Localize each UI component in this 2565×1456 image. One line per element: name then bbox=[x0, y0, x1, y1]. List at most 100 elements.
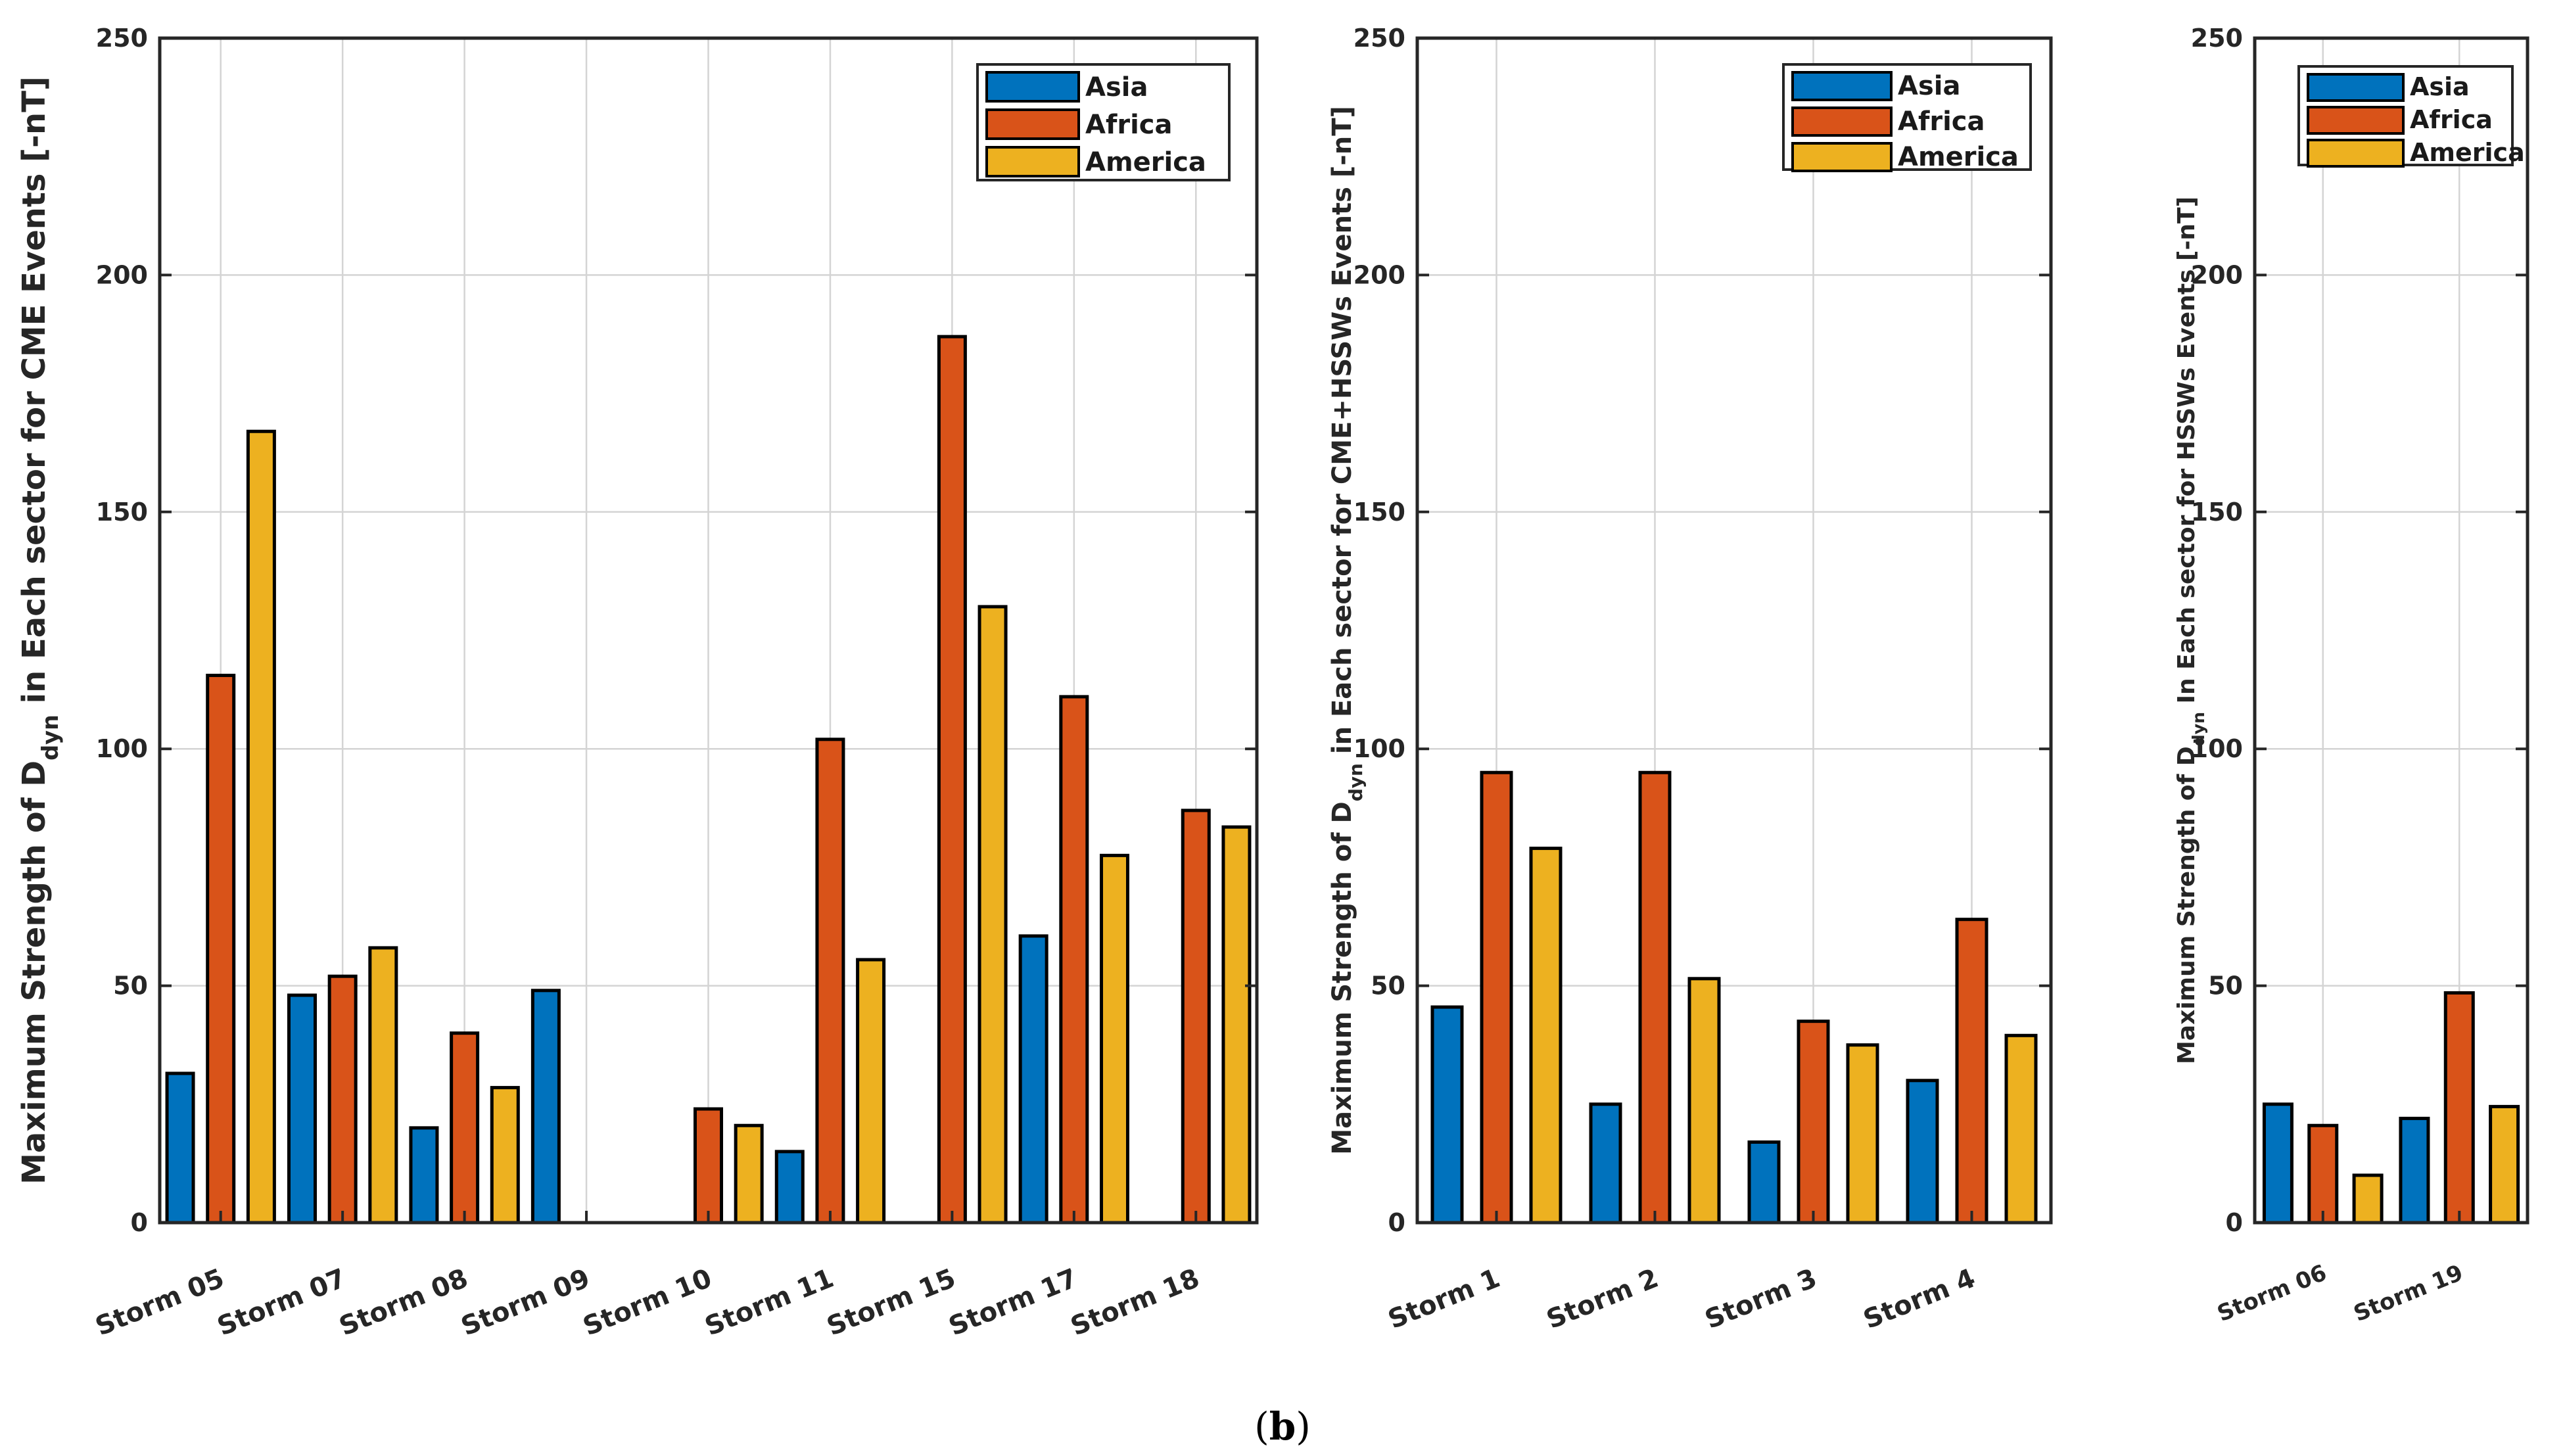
legend-swatch-america bbox=[2307, 139, 2405, 168]
bar-africa-storm-2 bbox=[1638, 770, 1672, 1225]
axes-box bbox=[2253, 36, 2530, 1225]
y-tick-label: 150 bbox=[1353, 498, 1405, 527]
y-tick-label: 0 bbox=[2226, 1208, 2243, 1237]
bar-america-storm-1 bbox=[1529, 847, 1563, 1225]
legend-label-america: America bbox=[2410, 138, 2525, 167]
figure-caption: (b) bbox=[1254, 1404, 1311, 1449]
bar-asia-storm-09 bbox=[530, 989, 561, 1225]
x-tick-label-storm-2: Storm 2 bbox=[1542, 1263, 1662, 1336]
x-tick-label-storm-15: Storm 15 bbox=[823, 1263, 960, 1342]
bar-africa-storm-3 bbox=[1797, 1020, 1830, 1225]
x-tick-label-storm-09: Storm 09 bbox=[457, 1263, 594, 1342]
x-tick-label-storm-07: Storm 07 bbox=[213, 1263, 350, 1342]
x-tick-label-storm-11: Storm 11 bbox=[701, 1263, 838, 1342]
y-tick-label: 200 bbox=[96, 260, 148, 289]
legend-swatch-america bbox=[985, 146, 1080, 177]
legend: Asia Africa America bbox=[1782, 63, 2032, 172]
bar-america-storm-06 bbox=[2352, 1173, 2384, 1225]
bar-africa-storm-1 bbox=[1480, 770, 1513, 1225]
y-tick-label: 50 bbox=[2208, 972, 2243, 1000]
y-tick-label: 50 bbox=[113, 972, 148, 1000]
bar-america-storm-4 bbox=[2004, 1033, 2038, 1225]
bar-asia-storm-19 bbox=[2399, 1116, 2430, 1225]
x-tick-label-storm-4: Storm 4 bbox=[1859, 1263, 1979, 1336]
bar-africa-storm-4 bbox=[1955, 918, 1988, 1225]
grid bbox=[2255, 38, 2528, 1223]
y-tick-label: 50 bbox=[1371, 972, 1405, 1000]
bar-america-storm-17 bbox=[1100, 853, 1129, 1225]
y-tick-label: 250 bbox=[1353, 24, 1405, 53]
bar-america-storm-08 bbox=[490, 1086, 520, 1225]
x-tick-label-storm-05: Storm 05 bbox=[91, 1263, 229, 1342]
y-tick-label: 0 bbox=[1388, 1208, 1405, 1237]
y-axis-label: Maximum Strength of Ddyn In Each sector … bbox=[2173, 197, 2208, 1064]
x-tick-label-storm-19: Storm 19 bbox=[2350, 1259, 2467, 1327]
y-tick-label: 150 bbox=[2191, 498, 2243, 527]
bar-africa-storm-18 bbox=[1181, 809, 1211, 1225]
legend-swatch-africa bbox=[2307, 106, 2405, 135]
bar-asia-storm-3 bbox=[1747, 1140, 1781, 1225]
bar-america-storm-07 bbox=[368, 946, 398, 1225]
legend-swatch-asia bbox=[985, 71, 1080, 103]
legend-label-africa: Africa bbox=[1085, 110, 1173, 140]
x-ticks: Storm 1 Storm 2 Storm 3 Storm 4 bbox=[1384, 1211, 1979, 1335]
x-ticks: Storm 06 Storm 19 bbox=[2213, 1211, 2467, 1327]
grid bbox=[160, 38, 1257, 1223]
legend-swatch-asia bbox=[1791, 71, 1893, 101]
x-tick-label-storm-06: Storm 06 bbox=[2213, 1259, 2330, 1327]
bar-asia-storm-1 bbox=[1430, 1005, 1464, 1225]
bars bbox=[1430, 770, 2038, 1225]
bar-africa-storm-07 bbox=[327, 974, 358, 1225]
y-tick-label: 200 bbox=[2191, 260, 2243, 289]
bar-america-storm-10 bbox=[734, 1123, 764, 1225]
y-tick-label: 100 bbox=[96, 734, 148, 763]
x-tick-label-storm-08: Storm 08 bbox=[335, 1263, 473, 1342]
bar-asia-storm-2 bbox=[1589, 1102, 1622, 1225]
bar-asia-storm-4 bbox=[1906, 1079, 1939, 1225]
legend-swatch-america bbox=[1791, 142, 1893, 172]
legend-label-africa: Africa bbox=[2410, 105, 2493, 134]
y-tick-label: 200 bbox=[1353, 260, 1405, 289]
bars bbox=[2262, 991, 2520, 1225]
bar-africa-storm-10 bbox=[694, 1107, 723, 1225]
legend-label-america: America bbox=[1898, 142, 2019, 172]
panel-hssws-events: 0 50 100 150 200 250 Storm 06 Storm 19 Maximum S… bbox=[2173, 24, 2530, 1327]
legend-label-asia: Asia bbox=[1898, 71, 1960, 101]
bar-america-storm-05 bbox=[246, 429, 276, 1225]
bar-africa-storm-11 bbox=[815, 738, 845, 1225]
y-tick-label: 250 bbox=[96, 24, 148, 53]
y-tick-label: 150 bbox=[96, 498, 148, 527]
axes-box bbox=[1415, 36, 2053, 1225]
legend-label-asia: Asia bbox=[1085, 72, 1148, 103]
legend-swatch-asia bbox=[2307, 73, 2405, 102]
bar-america-storm-19 bbox=[2489, 1104, 2520, 1225]
bar-asia-storm-08 bbox=[409, 1126, 439, 1225]
y-tick-label: 0 bbox=[131, 1208, 148, 1237]
y-ticks: 0 50 100 150 200 250 bbox=[1353, 24, 2051, 1237]
y-axis-label: Maximum Strength of Ddyn in Each sector … bbox=[16, 76, 63, 1185]
bar-asia-storm-11 bbox=[774, 1150, 805, 1225]
y-tick-label: 100 bbox=[2191, 734, 2243, 763]
x-tick-label-storm-17: Storm 17 bbox=[945, 1263, 1082, 1342]
legend-label-asia: Asia bbox=[2410, 72, 2470, 101]
y-tick-label: 100 bbox=[1353, 734, 1405, 763]
bar-america-storm-15 bbox=[977, 605, 1008, 1225]
x-tick-label-storm-3: Storm 3 bbox=[1701, 1263, 1821, 1336]
bar-africa-storm-06 bbox=[2307, 1123, 2339, 1225]
legend: Asia Africa America bbox=[976, 63, 1231, 181]
bar-america-storm-18 bbox=[1221, 825, 1252, 1225]
y-ticks: 0 50 100 150 200 250 bbox=[96, 24, 1257, 1237]
bar-africa-storm-19 bbox=[2443, 991, 2475, 1225]
bar-america-storm-2 bbox=[1687, 977, 1721, 1225]
x-tick-label-storm-10: Storm 10 bbox=[579, 1263, 717, 1342]
legend-label-america: America bbox=[1085, 147, 1206, 177]
legend-swatch-africa bbox=[985, 108, 1080, 140]
bar-asia-storm-07 bbox=[287, 993, 317, 1225]
bar-america-storm-11 bbox=[856, 958, 886, 1225]
bar-america-storm-3 bbox=[1846, 1043, 1879, 1225]
bar-asia-storm-06 bbox=[2262, 1102, 2294, 1225]
y-axis-label: Maximum Strength of Ddyn in Each sector … bbox=[1327, 106, 1367, 1155]
